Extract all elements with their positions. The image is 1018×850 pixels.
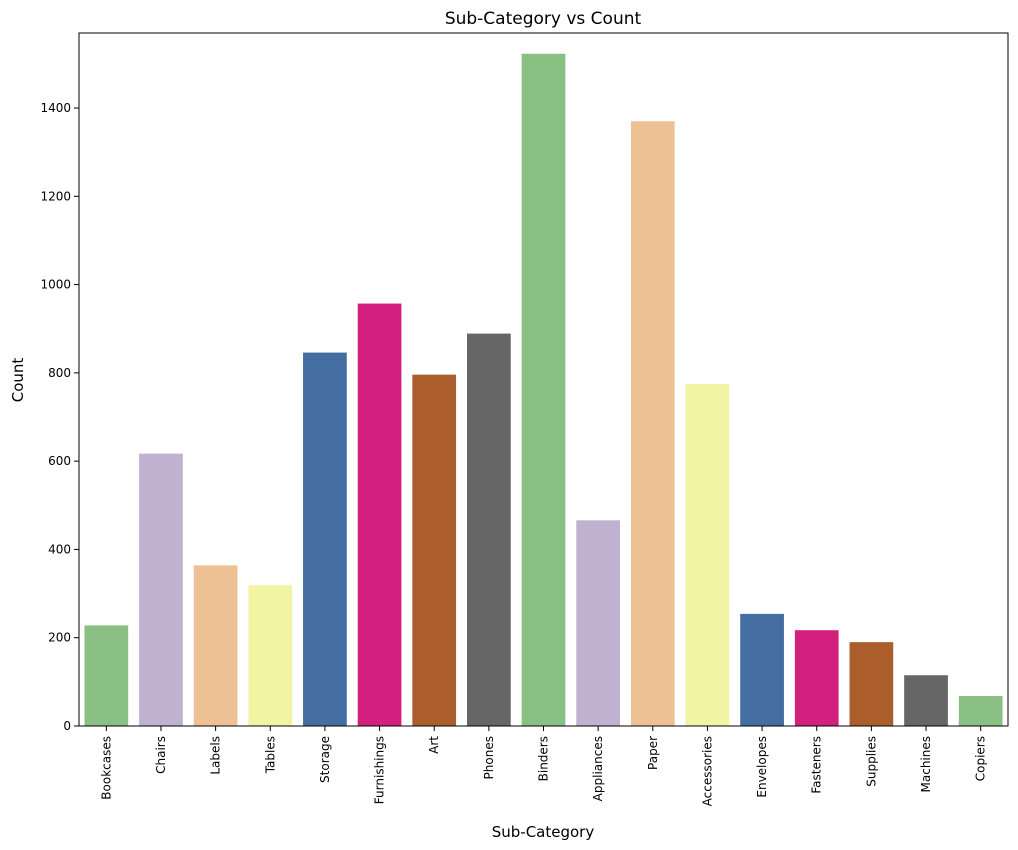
y-tick-label: 1000 [40,278,71,292]
chart-title: Sub-Category vs Count [445,9,642,29]
y-tick-label: 800 [48,366,71,380]
y-axis: 0 200 400 600 800 1000 1200 1400 [40,101,79,733]
x-tick-label: Binders [537,736,551,781]
x-tick-label: Machines [919,736,933,792]
x-tick-label: Tables [263,736,277,774]
x-tick-label: Supplies [864,736,878,787]
bar-tables [248,585,293,726]
x-tick-label: Envelopes [755,736,769,798]
y-tick-label: 0 [63,719,71,733]
x-axis: Bookcases Chairs Labels Tables Storage Furnis… [99,726,988,806]
bar-supplies [849,642,894,726]
x-axis-label: Sub-Category [492,823,595,841]
bar-phones [466,333,511,726]
bar-storage [303,352,347,726]
bar-accessories [685,383,730,726]
x-tick-label: Furnishings [373,736,387,804]
y-tick-label: 600 [48,454,71,468]
x-tick-label: Copiers [974,736,988,781]
plot-frame [78,32,1009,727]
x-tick-label: Art [427,736,441,754]
x-tick-label: Phones [482,736,496,779]
bar-binders [521,53,566,727]
y-tick-label: 1200 [40,189,71,203]
bar-paper [630,121,675,726]
x-tick-label: Appliances [591,736,605,801]
bar-copiers [958,695,1003,726]
bar-appliances [576,520,621,726]
y-axis-label: Count [9,358,27,403]
bars-group [84,53,1003,727]
bar-envelopes [740,613,784,726]
x-tick-label: Accessories [700,736,714,806]
bar-chairs [139,453,183,726]
y-tick-label: 1400 [40,101,71,115]
x-tick-label: Fasteners [810,736,824,794]
y-tick-label: 200 [48,631,71,645]
x-tick-label: Storage [318,736,332,783]
bar-labels [193,565,238,726]
bar-machines [904,675,948,726]
bar-bookcases [84,625,129,726]
x-tick-label: Labels [209,736,223,775]
x-tick-label: Paper [646,736,660,770]
bar-fasteners [794,630,839,726]
bar-art [412,374,457,726]
y-tick-label: 400 [48,542,71,556]
x-tick-label: Chairs [154,736,168,774]
bar-furnishings [357,303,402,726]
x-tick-label: Bookcases [99,736,113,800]
